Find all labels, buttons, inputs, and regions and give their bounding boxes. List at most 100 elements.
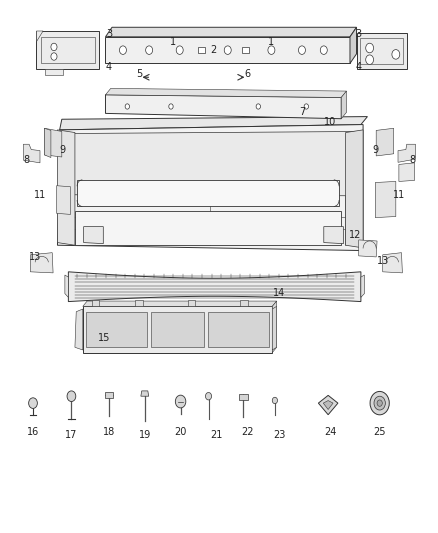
Text: 11: 11	[393, 190, 405, 200]
Circle shape	[51, 53, 57, 60]
Circle shape	[28, 398, 37, 408]
Polygon shape	[240, 300, 248, 306]
Circle shape	[256, 104, 261, 109]
Text: 5: 5	[136, 69, 143, 79]
Text: 24: 24	[325, 427, 337, 438]
Text: 22: 22	[242, 427, 254, 438]
Polygon shape	[135, 300, 143, 306]
Polygon shape	[83, 301, 277, 306]
Circle shape	[205, 392, 212, 400]
Polygon shape	[341, 91, 346, 119]
Text: 2: 2	[210, 45, 216, 55]
Polygon shape	[106, 37, 350, 63]
Polygon shape	[60, 117, 367, 130]
Polygon shape	[399, 163, 415, 181]
Polygon shape	[272, 301, 277, 353]
Circle shape	[370, 391, 389, 415]
Text: 8: 8	[23, 155, 29, 165]
Polygon shape	[141, 391, 149, 396]
Polygon shape	[36, 31, 99, 69]
Text: 19: 19	[139, 430, 151, 440]
Text: 1: 1	[170, 37, 176, 47]
Text: 20: 20	[174, 427, 187, 438]
Polygon shape	[151, 312, 204, 348]
Polygon shape	[77, 180, 339, 206]
Polygon shape	[83, 306, 272, 353]
Polygon shape	[65, 275, 68, 297]
Circle shape	[366, 43, 374, 53]
Polygon shape	[44, 128, 51, 158]
Polygon shape	[376, 128, 394, 156]
Circle shape	[67, 391, 76, 401]
Text: 16: 16	[27, 427, 39, 438]
Polygon shape	[350, 27, 357, 63]
Text: 25: 25	[374, 427, 386, 438]
Polygon shape	[57, 185, 71, 214]
Circle shape	[304, 104, 308, 109]
Polygon shape	[105, 392, 113, 398]
Polygon shape	[84, 227, 103, 244]
Polygon shape	[375, 181, 396, 217]
Polygon shape	[23, 144, 40, 163]
Polygon shape	[359, 240, 377, 257]
Polygon shape	[318, 395, 338, 415]
Polygon shape	[346, 130, 363, 248]
Text: 1: 1	[268, 37, 274, 47]
Circle shape	[120, 46, 127, 54]
Circle shape	[224, 46, 231, 54]
Polygon shape	[398, 144, 416, 163]
Polygon shape	[187, 300, 195, 306]
Polygon shape	[68, 272, 361, 302]
Text: 3: 3	[356, 29, 362, 39]
Polygon shape	[208, 312, 269, 348]
Text: 8: 8	[409, 155, 415, 165]
Text: 17: 17	[65, 430, 78, 440]
Text: 21: 21	[210, 430, 223, 440]
Circle shape	[176, 46, 183, 54]
Polygon shape	[92, 300, 99, 306]
Text: 4: 4	[106, 62, 112, 72]
Circle shape	[320, 46, 327, 54]
Polygon shape	[60, 132, 361, 196]
Polygon shape	[239, 394, 248, 400]
Bar	[198, 47, 205, 53]
Text: 10: 10	[324, 117, 336, 127]
Polygon shape	[106, 95, 341, 119]
Polygon shape	[57, 125, 363, 251]
Text: 15: 15	[99, 333, 111, 343]
Circle shape	[268, 46, 275, 54]
Polygon shape	[106, 27, 357, 37]
Polygon shape	[57, 130, 75, 245]
Text: 12: 12	[349, 230, 361, 240]
Polygon shape	[357, 33, 407, 69]
Polygon shape	[36, 31, 43, 42]
Polygon shape	[44, 128, 62, 157]
Circle shape	[374, 396, 385, 410]
Polygon shape	[272, 306, 277, 350]
Polygon shape	[383, 253, 403, 273]
Polygon shape	[86, 312, 147, 348]
Circle shape	[392, 50, 400, 59]
Circle shape	[125, 104, 130, 109]
Circle shape	[169, 104, 173, 109]
Polygon shape	[75, 309, 83, 350]
Text: 13: 13	[377, 256, 389, 266]
Text: 4: 4	[356, 62, 362, 72]
Text: 9: 9	[372, 144, 378, 155]
Circle shape	[51, 43, 57, 51]
Polygon shape	[75, 211, 341, 245]
Text: 6: 6	[244, 69, 251, 79]
Text: 18: 18	[103, 427, 115, 438]
Text: 3: 3	[106, 29, 112, 39]
Text: 9: 9	[60, 144, 66, 155]
Circle shape	[366, 55, 374, 64]
Polygon shape	[106, 88, 346, 98]
Text: 7: 7	[299, 107, 305, 117]
Text: 11: 11	[34, 190, 46, 200]
Polygon shape	[45, 69, 63, 75]
Circle shape	[298, 46, 305, 54]
Polygon shape	[361, 275, 364, 297]
Text: 14: 14	[273, 288, 286, 298]
Polygon shape	[323, 401, 333, 409]
Polygon shape	[30, 253, 53, 273]
